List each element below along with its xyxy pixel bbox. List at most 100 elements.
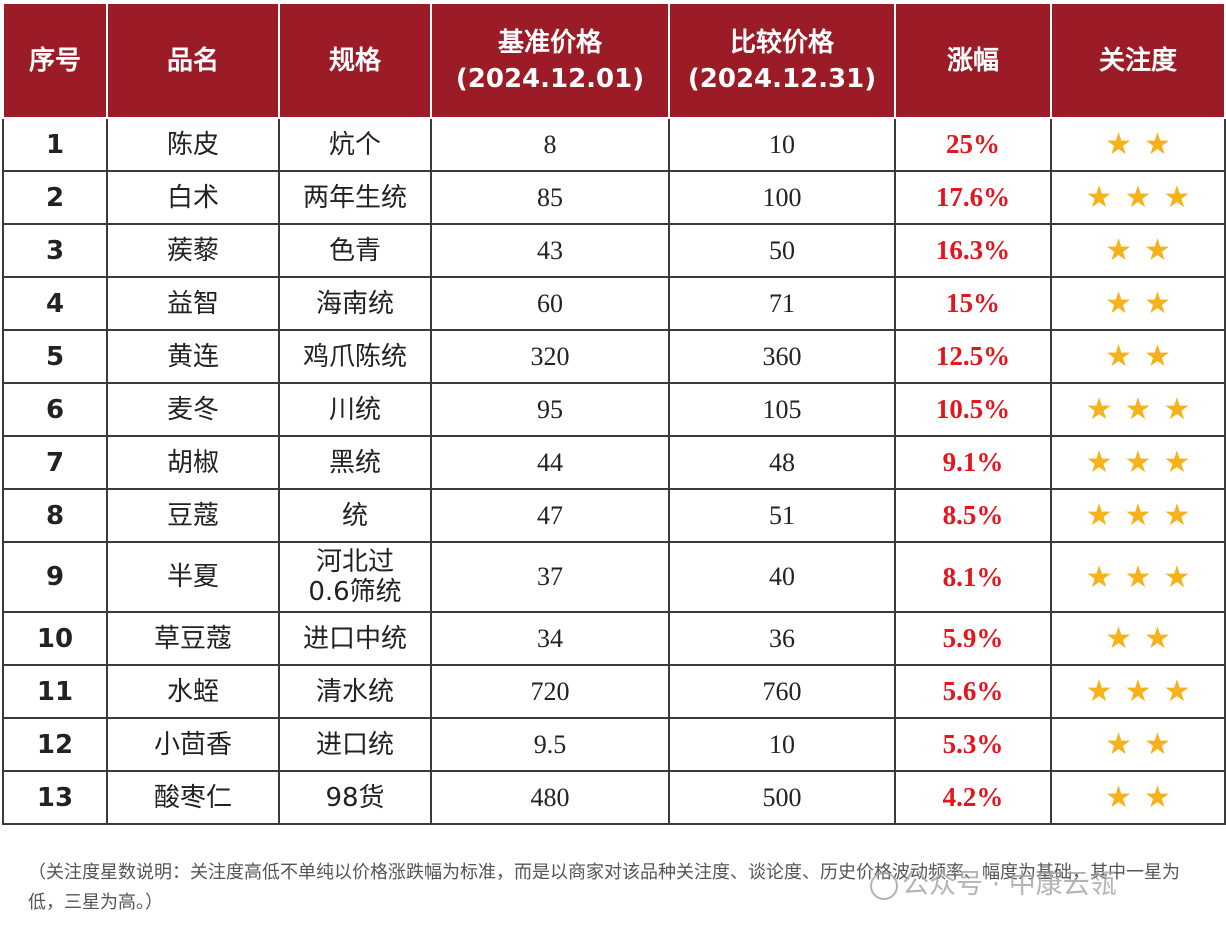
cell-rise-percent: 8.5% [894,488,1052,543]
cell-specification: 两年生统 [278,170,432,225]
table-body: 1 陈皮 炕个 8 10 25% ★★ 2 白术 两年生统 85 100 17.6% ★★★ 3 蒺藜 色青 43… [2,117,1226,825]
cell-specification: 鸡爪陈统 [278,329,432,384]
cell-serial-number: 4 [2,276,108,331]
header-attention: 关注度 [1050,2,1226,119]
cell-base-price: 37 [430,541,670,613]
cell-rise-percent: 9.1% [894,435,1052,490]
cell-serial-number: 6 [2,382,108,437]
cell-specification: 进口统 [278,717,432,772]
cell-serial-number: 13 [2,770,108,825]
table-header-row: 序号 品名 规格 基准价格 (2024.12.01) 比较价格 (2024.12… [2,2,1226,119]
price-change-table: 序号 品名 规格 基准价格 (2024.12.01) 比较价格 (2024.12… [2,2,1226,825]
cell-product-name: 水蛭 [106,664,280,719]
cell-attention-stars: ★★ [1050,223,1226,278]
table-row: 4 益智 海南统 60 71 15% ★★ [2,276,1226,331]
table-row: 5 黄连 鸡爪陈统 320 360 12.5% ★★ [2,329,1226,384]
cell-product-name: 小茴香 [106,717,280,772]
cell-compare-price: 71 [668,276,896,331]
cell-specification: 清水统 [278,664,432,719]
watermark: 公众号 · 中康云瓴 [870,862,1117,901]
table-row: 6 麦冬 川统 95 105 10.5% ★★★ [2,382,1226,437]
cell-rise-percent: 10.5% [894,382,1052,437]
cell-serial-number: 5 [2,329,108,384]
cell-base-price: 320 [430,329,670,384]
cell-specification: 进口中统 [278,611,432,666]
cell-compare-price: 100 [668,170,896,225]
cell-base-price: 480 [430,770,670,825]
cell-attention-stars: ★★ [1050,770,1226,825]
cell-product-name: 陈皮 [106,117,280,172]
table-row: 1 陈皮 炕个 8 10 25% ★★ [2,117,1226,172]
cell-serial-number: 3 [2,223,108,278]
cell-attention-stars: ★★ [1050,276,1226,331]
table-row: 12 小茴香 进口统 9.5 10 5.3% ★★ [2,717,1226,772]
cell-base-price: 44 [430,435,670,490]
cell-base-price: 60 [430,276,670,331]
cell-serial-number: 11 [2,664,108,719]
cell-serial-number: 2 [2,170,108,225]
cell-attention-stars: ★★★ [1050,382,1226,437]
cell-product-name: 益智 [106,276,280,331]
cell-rise-percent: 5.9% [894,611,1052,666]
cell-serial-number: 9 [2,541,108,613]
table-row: 8 豆蔻统 47 51 8.5% ★★★ [2,488,1226,543]
cell-compare-price: 40 [668,541,896,613]
table-row: 9 半夏 河北过 0.6筛统 37 40 8.1% ★★★ [2,541,1226,613]
cell-product-name: 蒺藜 [106,223,280,278]
cell-base-price: 47 [430,488,670,543]
table-row: 11 水蛭 清水统 720 760 5.6% ★★★ [2,664,1226,719]
header-product-name: 品名 [106,2,280,119]
cell-product-name: 豆蔻 [106,488,280,543]
cell-specification: 川统 [278,382,432,437]
cell-attention-stars: ★★★ [1050,488,1226,543]
cell-attention-stars: ★★★ [1050,170,1226,225]
cell-compare-price: 51 [668,488,896,543]
cell-rise-percent: 17.6% [894,170,1052,225]
cell-compare-price: 360 [668,329,896,384]
cell-attention-stars: ★★ [1050,717,1226,772]
cell-compare-price: 36 [668,611,896,666]
cell-compare-price: 10 [668,717,896,772]
table-row: 3 蒺藜 色青 43 50 16.3% ★★ [2,223,1226,278]
header-compare-price: 比较价格 (2024.12.31) [668,2,896,119]
header-base-price-date: (2024.12.01) [455,63,645,94]
cell-attention-stars: ★★★ [1050,541,1226,613]
cell-rise-percent: 8.1% [894,541,1052,613]
cell-serial-number: 7 [2,435,108,490]
cell-specification: 黑统 [278,435,432,490]
cell-specification: 色青 [278,223,432,278]
cell-serial-number: 8 [2,488,108,543]
cell-compare-price: 105 [668,382,896,437]
cell-compare-price: 10 [668,117,896,172]
spec-line-1: 河北过 [315,547,394,577]
cell-compare-price: 48 [668,435,896,490]
cell-base-price: 85 [430,170,670,225]
cell-specification: 海南统 [278,276,432,331]
cell-specification: 炕个 [278,117,432,172]
table-row: 7 胡椒 黑统 44 48 9.1% ★★★ [2,435,1226,490]
wechat-logo-icon [870,871,898,900]
cell-rise-percent: 12.5% [894,329,1052,384]
watermark-text: 公众号 · 中康云瓴 [902,869,1117,900]
cell-attention-stars: ★★★ [1050,664,1226,719]
header-base-price-label: 基准价格 [497,27,602,58]
cell-attention-stars: ★★ [1050,329,1226,384]
cell-product-name: 草豆蔻 [106,611,280,666]
cell-base-price: 43 [430,223,670,278]
cell-attention-stars: ★★★ [1050,435,1226,490]
cell-attention-stars: ★★ [1050,611,1226,666]
table-row: 13 酸枣仁 98货 480 500 4.2% ★★ [2,770,1226,825]
cell-base-price: 9.5 [430,717,670,772]
spec-line-2: 0.6筛统 [308,577,402,607]
cell-specification: 统 [278,488,432,543]
header-serial-number: 序号 [2,2,108,119]
cell-rise-percent: 4.2% [894,770,1052,825]
cell-compare-price: 50 [668,223,896,278]
cell-base-price: 34 [430,611,670,666]
cell-specification: 河北过 0.6筛统 [278,541,432,613]
cell-serial-number: 1 [2,117,108,172]
cell-rise-percent: 16.3% [894,223,1052,278]
table-row: 2 白术 两年生统 85 100 17.6% ★★★ [2,170,1226,225]
cell-product-name: 黄连 [106,329,280,384]
cell-compare-price: 500 [668,770,896,825]
